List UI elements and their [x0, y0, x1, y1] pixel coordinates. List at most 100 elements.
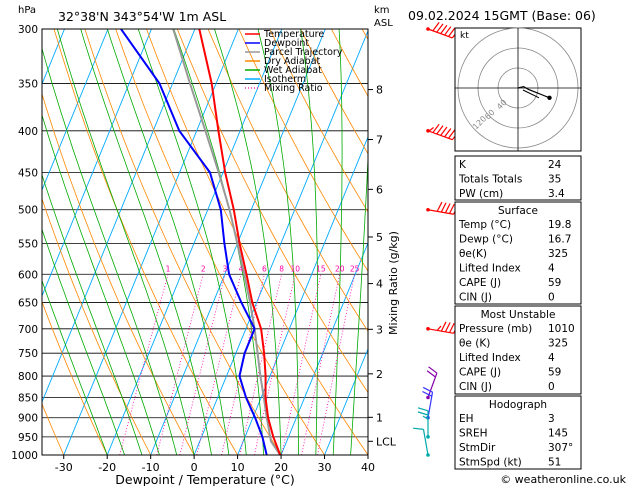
km-tick-label: 5: [376, 231, 383, 244]
pressure-tick-label: 700: [18, 324, 38, 336]
pressure-tick-label: 300: [18, 24, 38, 36]
table-row-value: 24: [548, 159, 562, 171]
mixing-ratio-line: [281, 274, 322, 455]
dry-adiabat-line: [42, 92, 195, 455]
table-block: [454, 395, 582, 470]
km-tick-label: 7: [376, 134, 383, 147]
mixing-ratio-label: 15: [316, 264, 326, 273]
wind-barb-staff: [427, 28, 453, 39]
pressure-tick-label: 450: [18, 167, 38, 179]
dry-adiabat-line: [115, 29, 325, 455]
x-tick-label: -30: [55, 461, 73, 474]
wind-barb-staff: [427, 328, 454, 334]
mixing-ratio-line: [254, 274, 296, 455]
table-block-title: Surface: [498, 205, 538, 217]
dry-adiabat-line: [300, 29, 368, 155]
wind-barb-flag: [432, 123, 440, 133]
wet-adiabat-line: [257, 29, 299, 455]
dry-adiabat-line: [42, 300, 108, 455]
table-row-value: 4: [548, 352, 555, 364]
km-tick-label: 8: [376, 84, 383, 97]
mixing-ratio-label: 4: [239, 264, 244, 273]
table-row-label: SREH: [459, 428, 488, 440]
km-tick-label: 6: [376, 183, 383, 196]
km-tick-label: LCL: [376, 435, 397, 448]
table-row-label: CIN (J): [459, 381, 492, 393]
hodograph-trace: [517, 85, 550, 99]
wet-adiabat-line: [214, 29, 282, 455]
table-row-value: 3.4: [548, 188, 565, 200]
plot-frame: [41, 28, 369, 456]
wind-barb-flag: [444, 26, 452, 36]
wind-barb-flag: [448, 203, 455, 214]
wind-barb-flag: [440, 24, 448, 34]
wind-barb-flag: [440, 202, 447, 213]
mixing-ratio-label: 8: [279, 264, 284, 273]
wind-barb: [417, 407, 430, 439]
table-row-label: Temp (°C): [458, 219, 511, 231]
x-tick-label: -20: [98, 461, 116, 474]
wet-adiabat-line: [42, 113, 160, 455]
mixing-ratio-label: 2: [201, 264, 206, 273]
legend-label: Isotherm: [264, 74, 306, 85]
table-row-label: Totals Totals: [458, 174, 522, 186]
pressure-tick-label: 400: [18, 126, 38, 138]
wet-adiabat-line: [173, 29, 265, 455]
table-row-value: 16.7: [548, 234, 571, 246]
hodograph-unit: kt: [460, 31, 469, 41]
x-tick-label: 20: [274, 461, 288, 474]
x-tick-label: 0: [191, 461, 198, 474]
wind-barb-flag: [413, 427, 424, 430]
legend-label: Parcel Trajectory: [264, 47, 343, 58]
isotherm-line: [280, 241, 368, 455]
dry-adiabat-line: [84, 29, 282, 455]
table-row-value: 3: [548, 413, 555, 425]
km-tick-label: 2: [376, 368, 383, 381]
wind-barb-flag: [448, 322, 455, 333]
wind-barb: [413, 427, 430, 457]
wind-barb: [426, 123, 460, 141]
mixing-ratio-line: [301, 274, 341, 455]
copyright-text: © weatheronline.co.uk: [500, 473, 626, 486]
mixing-ratio-label: 25: [350, 264, 360, 273]
wet-adiabat-line: [350, 150, 368, 455]
wind-barb-flag: [428, 127, 434, 132]
wind-barb-flag: [444, 322, 451, 333]
wind-barb-staff: [427, 392, 434, 418]
pressure-tick-label: 900: [18, 413, 38, 425]
wind-barb-dot: [426, 128, 430, 133]
wind-barb-flag: [436, 201, 443, 212]
mixing-ratio-label: 10: [291, 264, 301, 273]
wind-barb-flag: [417, 411, 429, 416]
table-row-value: 51: [548, 457, 561, 469]
mixing-ratio-axis-title: Mixing Ratio (g/kg): [387, 231, 400, 335]
table-row-value: 0: [548, 292, 555, 304]
header-location: 32°38'N 343°54'W 1m ASL: [58, 9, 226, 24]
table-row-value: 59: [548, 277, 561, 289]
table-row-label: Lifted Index: [459, 352, 521, 364]
pressure-tick-label: 600: [18, 269, 38, 281]
x-tick-label: -10: [142, 461, 160, 474]
pressure-tick-label: 500: [18, 205, 38, 217]
table-row-value: 307°: [548, 442, 573, 454]
wind-barb-dot: [426, 453, 430, 457]
dry-adiabat-line: [42, 197, 152, 455]
hodograph-end-dot: [547, 95, 552, 101]
wind-barb-flag: [428, 366, 438, 374]
dry-adiabat-line: [269, 29, 368, 213]
dry-adiabat-line: [53, 29, 238, 455]
wind-barb-dot: [426, 27, 430, 31]
wind-barb: [426, 22, 460, 39]
table-row-value: 1010: [548, 323, 575, 335]
dry-adiabat-line: [146, 29, 368, 455]
table-block: [454, 155, 582, 201]
x-axis-title: Dewpoint / Temperature (°C): [115, 472, 294, 486]
wind-barb-staff: [427, 372, 438, 398]
wind-barb-flag: [440, 321, 447, 332]
mixing-ratio-line: [317, 274, 355, 455]
isotherm-line: [324, 347, 368, 455]
table-row-label: PW (cm): [459, 188, 503, 200]
table-row-value: 4: [548, 263, 555, 275]
x-tick-label: 30: [318, 461, 332, 474]
